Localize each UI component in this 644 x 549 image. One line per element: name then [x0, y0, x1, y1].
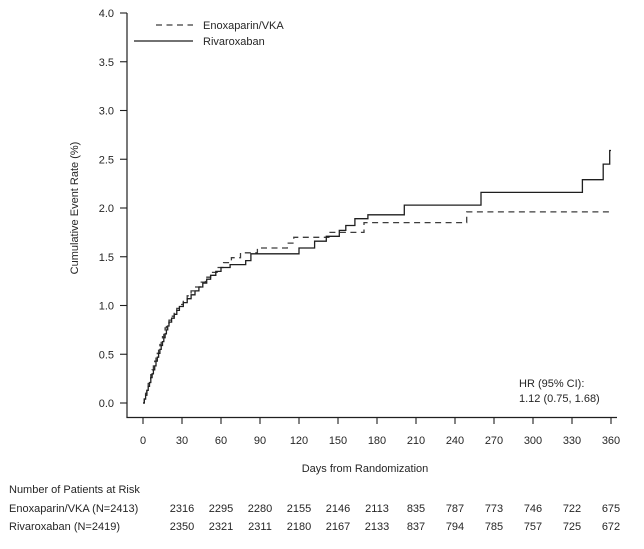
x-tick-label: 0 — [140, 435, 146, 447]
at-risk-count: 2350 — [170, 521, 194, 533]
at-risk-count: 672 — [602, 521, 620, 533]
at-risk-count: 2146 — [326, 503, 350, 515]
at-risk-count: 746 — [524, 503, 542, 515]
y-axis-ticks: 0.0 0.5 1.0 1.5 2.0 2.5 3.0 3.5 4.0 — [99, 8, 127, 410]
x-tick-label: 330 — [563, 435, 581, 447]
x-tick-label: 300 — [524, 435, 542, 447]
curve-rivaroxaban — [143, 149, 611, 404]
y-tick-label: 0.0 — [99, 398, 114, 410]
legend-label-rivaroxaban: Rivaroxaban — [203, 36, 265, 48]
x-tick-label: 90 — [254, 435, 266, 447]
at-risk-count: 794 — [446, 521, 464, 533]
y-tick-label: 4.0 — [99, 8, 114, 20]
x-tick-label: 270 — [485, 435, 503, 447]
y-tick-label: 3.5 — [99, 57, 114, 69]
at-risk-count: 773 — [485, 503, 503, 515]
at-risk-row-label-enoxaparin: Enoxaparin/VKA (N=2413) — [9, 503, 138, 515]
at-risk-count: 2295 — [209, 503, 233, 515]
at-risk-count: 2321 — [209, 521, 233, 533]
at-risk-count: 722 — [563, 503, 581, 515]
at-risk-count: 2133 — [365, 521, 389, 533]
hr-annotation-line2: 1.12 (0.75, 1.68) — [519, 393, 600, 405]
y-tick-label: 1.0 — [99, 301, 114, 313]
at-risk-count: 2311 — [248, 521, 272, 533]
y-tick-label: 0.5 — [99, 349, 114, 361]
at-risk-count: 2155 — [287, 503, 311, 515]
at-risk-count: 785 — [485, 521, 503, 533]
at-risk-title: Number of Patients at Risk — [9, 484, 140, 496]
curve-enoxaparin-vka — [143, 211, 611, 404]
at-risk-count: 2280 — [248, 503, 272, 515]
x-axis-title: Days from Randomization — [302, 463, 429, 475]
y-tick-label: 3.0 — [99, 106, 114, 118]
at-risk-count: 757 — [524, 521, 542, 533]
y-axis-title: Cumulative Event Rate (%) — [69, 142, 81, 275]
at-risk-count: 837 — [407, 521, 425, 533]
hr-annotation-line1: HR (95% CI): — [519, 378, 584, 390]
at-risk-row-label-rivaroxaban: Rivaroxaban (N=2419) — [9, 521, 120, 533]
y-tick-label: 1.5 — [99, 252, 114, 264]
axes: 0.0 0.5 1.0 1.5 2.0 2.5 3.0 3.5 4.0 0 30 60 90 120 15… — [69, 8, 620, 475]
x-tick-label: 240 — [446, 435, 464, 447]
y-tick-label: 2.5 — [99, 154, 114, 166]
x-tick-label: 30 — [176, 435, 188, 447]
at-risk-counts: 2316 2295 2280 2155 2146 2113 835 787 773 746 722 6… — [170, 503, 620, 533]
at-risk-count: 675 — [602, 503, 620, 515]
x-axis-ticks: 0 30 60 90 120 150 180 210 240 270 300 330 360 — [140, 417, 620, 447]
at-risk-count: 787 — [446, 503, 464, 515]
x-tick-label: 120 — [290, 435, 308, 447]
y-tick-label: 2.0 — [99, 203, 114, 215]
legend: Enoxaparin/VKA Rivaroxaban — [134, 20, 284, 48]
x-tick-label: 180 — [368, 435, 386, 447]
at-risk-count: 725 — [563, 521, 581, 533]
x-tick-label: 210 — [407, 435, 425, 447]
at-risk-count: 2167 — [326, 521, 350, 533]
at-risk-table: Number of Patients at Risk Enoxaparin/VK… — [9, 484, 620, 533]
x-tick-label: 60 — [215, 435, 227, 447]
x-tick-label: 360 — [602, 435, 620, 447]
legend-label-enoxaparin: Enoxaparin/VKA — [203, 20, 284, 32]
hr-annotation: HR (95% CI): 1.12 (0.75, 1.68) — [519, 378, 600, 405]
x-tick-label: 150 — [329, 435, 347, 447]
at-risk-count: 2113 — [365, 503, 389, 515]
at-risk-count: 2180 — [287, 521, 311, 533]
at-risk-count: 2316 — [170, 503, 194, 515]
at-risk-count: 835 — [407, 503, 425, 515]
